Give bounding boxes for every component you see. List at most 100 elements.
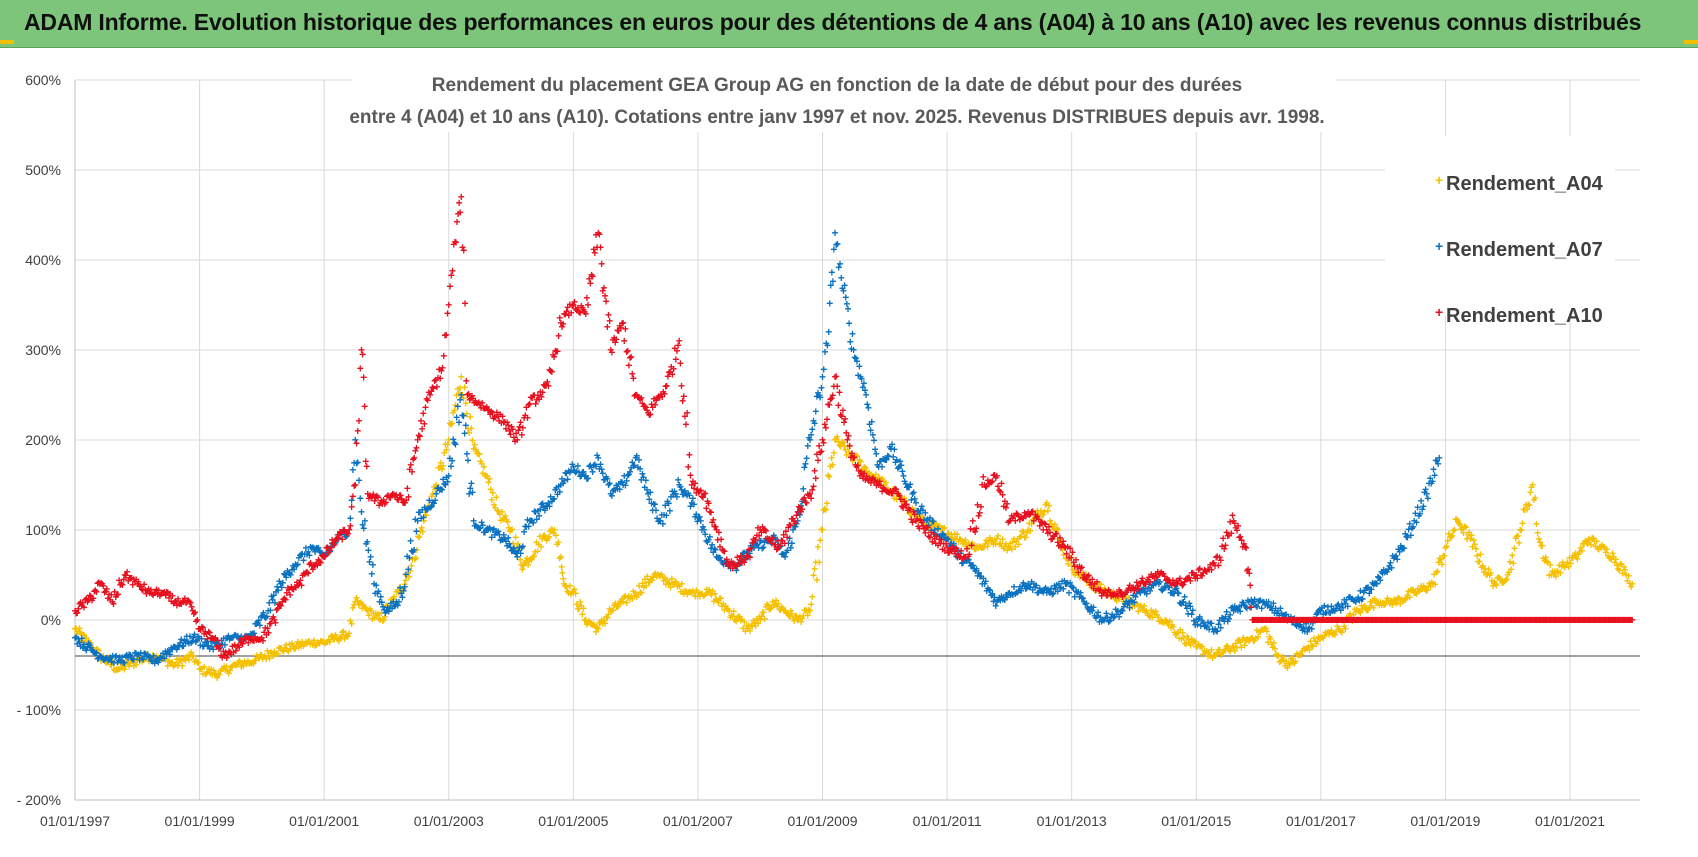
series-marker: + [1419,582,1426,596]
series-marker: + [285,644,292,658]
series-marker: + [918,512,925,526]
series-marker: + [771,598,778,612]
series-marker: + [766,602,773,616]
series-marker: + [1505,565,1512,579]
series-marker: + [270,649,277,663]
series-marker: + [540,529,547,543]
series-marker: + [1450,524,1457,538]
series-marker: + [149,648,156,662]
series-marker: + [731,613,738,627]
series-marker: + [272,616,279,630]
series-marker: + [461,381,468,395]
data-point-A04: + [1043,496,1050,510]
series-marker: + [155,651,162,665]
series-marker: + [1291,657,1298,671]
series-marker: + [641,572,648,586]
series-marker: + [1501,575,1508,589]
series-marker: + [728,608,735,622]
series-marker: + [571,582,578,596]
series-marker: + [1283,655,1290,669]
series-marker: + [1624,574,1631,588]
series-marker: + [1577,541,1584,555]
series-marker: + [1393,596,1400,610]
series-marker: + [510,537,517,551]
series-marker: + [425,499,432,513]
series-marker: + [93,646,100,660]
series-marker: + [1071,566,1078,580]
data-point-A04: + [1230,640,1237,654]
data-point-A04: + [551,523,558,537]
series-marker: + [1621,563,1628,577]
series-marker: + [1414,582,1421,596]
series-marker: + [1341,619,1348,633]
series-marker: + [1081,573,1088,587]
x-tick-label: 01/01/2015 [1161,813,1231,829]
series-marker: + [1095,583,1102,597]
series-marker: + [1309,639,1316,653]
series-marker: + [770,599,777,613]
series-marker: + [131,646,138,660]
series-marker: + [1439,558,1446,572]
series-marker: + [462,396,469,410]
series-marker: + [217,664,224,678]
series-marker: + [1294,648,1301,662]
series-marker: + [1179,626,1186,640]
series-marker: + [441,446,448,460]
series-marker: + [1425,580,1432,594]
series-marker: + [408,465,415,479]
series-marker: + [525,558,532,572]
series-marker: + [842,443,849,457]
series-marker: + [543,533,550,547]
series-marker: + [453,388,460,402]
series-marker: + [598,613,605,627]
series-marker: + [1231,644,1238,658]
series-marker: + [317,634,324,648]
series-marker: + [141,653,148,667]
series-marker: + [695,585,702,599]
series-marker: + [1030,512,1037,526]
y-tick-label: - 100% [17,702,61,718]
series-marker: + [615,599,622,613]
data-point-A04: + [607,604,614,618]
series-marker: + [992,537,999,551]
series-marker: + [1488,574,1495,588]
series-marker: + [712,587,719,601]
series-marker: + [455,386,462,400]
series-marker: + [442,437,449,451]
series-marker: + [1499,576,1506,590]
series-marker: + [1125,591,1132,605]
series-marker: + [130,653,137,667]
series-marker: + [150,654,157,668]
series-marker: + [1599,538,1606,552]
series-marker: + [468,421,475,435]
series-marker: + [581,613,588,627]
series-marker: + [775,597,782,611]
series-marker: + [1377,595,1384,609]
legend-label-a10: Rendement_A10 [1446,305,1603,327]
series-marker: + [678,577,685,591]
series-marker: + [166,656,173,670]
series-marker: + [436,460,443,474]
series-marker: + [1523,502,1530,516]
series-marker: + [1306,643,1313,657]
series-marker: + [1612,553,1619,567]
series-marker: + [1018,530,1025,544]
chart-title-line-1: Rendement du placement GEA Group AG en f… [432,75,1242,96]
series-marker: + [90,641,97,655]
series-marker: + [619,592,626,606]
series-marker: + [205,662,212,676]
series-marker: + [178,654,185,668]
series-marker: + [113,649,120,663]
series-marker: + [1316,631,1323,645]
series-marker: + [668,572,675,586]
series-marker: + [1368,599,1375,613]
series-marker: + [742,624,749,638]
series-marker: + [1298,648,1305,662]
series-marker: + [448,418,455,432]
series-marker: + [1188,632,1195,646]
series-marker: + [778,600,785,614]
series-marker: + [531,549,538,563]
series-marker: + [735,609,742,623]
series-marker: + [1444,534,1451,548]
series-marker: + [1405,585,1412,599]
